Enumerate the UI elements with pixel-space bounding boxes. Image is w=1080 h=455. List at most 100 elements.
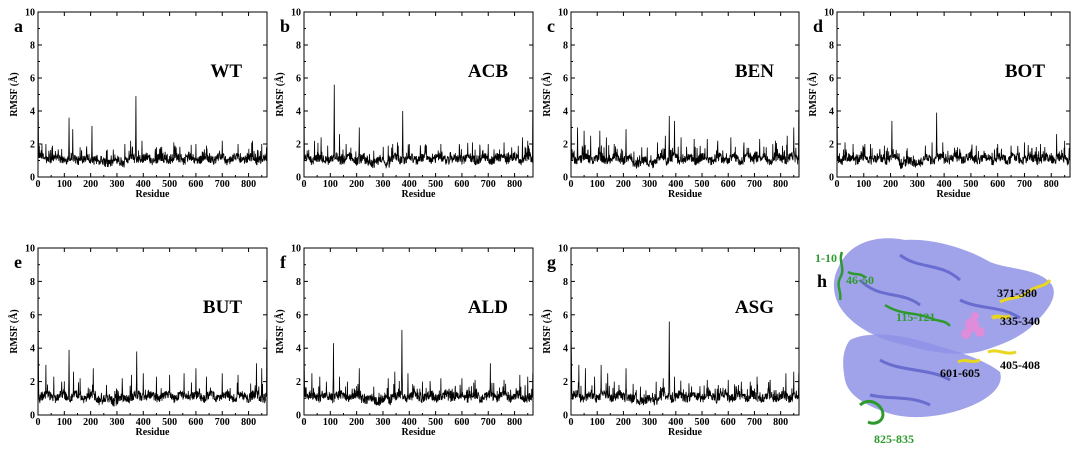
- x-tick-label: 300: [109, 417, 124, 428]
- y-tick-label: 6: [296, 74, 301, 85]
- x-tick-label: 300: [109, 179, 124, 190]
- x-tick-label: 800: [1044, 179, 1059, 190]
- x-tick-label: 800: [507, 417, 522, 428]
- plot-frame: [37, 247, 268, 416]
- x-tick-label: 600: [454, 417, 469, 428]
- y-tick-label: 4: [829, 107, 834, 118]
- x-tick-label: 600: [721, 417, 736, 428]
- yellow-loop-335-340: [990, 314, 1012, 320]
- y-axis-label: RMSF (Å): [274, 72, 286, 116]
- x-tick-label: 600: [721, 179, 736, 190]
- y-tick-label: 2: [829, 140, 834, 151]
- y-tick-label: 6: [30, 74, 35, 85]
- x-tick-label: 700: [747, 179, 762, 190]
- x-tick-label: 500: [428, 179, 443, 190]
- y-axis-label: RMSF (Å): [807, 72, 819, 116]
- y-tick-label: 8: [30, 41, 35, 52]
- y-tick-label: 0: [296, 173, 301, 184]
- x-tick-label: 200: [616, 417, 631, 428]
- x-tick-label: 200: [349, 179, 364, 190]
- panel-letter: a: [14, 16, 23, 36]
- x-tick-label: 600: [990, 179, 1005, 190]
- x-tick-label: 300: [375, 417, 390, 428]
- structure-label: 46-50: [846, 273, 874, 287]
- panel-letter: d: [813, 16, 823, 36]
- x-tick-label: 700: [215, 179, 230, 190]
- y-tick-label: 2: [30, 140, 35, 151]
- x-axis-label: Residue: [402, 427, 436, 438]
- y-tick-label: 10: [291, 8, 301, 19]
- x-axis-label: Residue: [136, 427, 170, 438]
- system-label: ASG: [735, 297, 774, 318]
- structure-label: 371-380: [997, 286, 1037, 300]
- structure-label: 601-605: [940, 366, 980, 380]
- y-tick-label: 10: [558, 244, 568, 255]
- rmsf-series-line: [571, 256, 799, 406]
- rmsf-panel-a: 0 100 200 300 400 500 600 700 800 0 2 4 6 8 10 Residue R…: [8, 8, 268, 200]
- rmsf-series-line: [304, 77, 533, 169]
- y-tick-label: 8: [563, 277, 568, 288]
- structure-label: 335-340: [1000, 314, 1040, 328]
- x-tick-label: 500: [162, 179, 177, 190]
- y-tick-label: 8: [829, 41, 834, 52]
- x-tick-label: 800: [507, 179, 522, 190]
- yellow-loop-601-605: [957, 358, 981, 364]
- y-tick-label: 10: [25, 244, 35, 255]
- y-tick-label: 4: [296, 344, 301, 355]
- y-axis-label: RMSF (Å): [8, 72, 20, 116]
- x-tick-label: 200: [616, 179, 631, 190]
- ligand: [961, 312, 985, 339]
- x-tick-label: 400: [402, 179, 417, 190]
- x-tick-label: 200: [83, 179, 98, 190]
- y-tick-label: 6: [296, 310, 301, 321]
- x-tick-label: 100: [323, 179, 338, 190]
- y-tick-label: 0: [296, 411, 301, 422]
- x-tick-label: 0: [302, 179, 307, 190]
- y-tick-label: 6: [829, 74, 834, 85]
- x-tick-label: 100: [57, 179, 72, 190]
- system-label: ALD: [468, 297, 508, 318]
- panel-letter: e: [14, 252, 22, 272]
- protein-structure-image: [833, 238, 1054, 425]
- x-tick-label: 700: [1017, 179, 1032, 190]
- rmsf-panel-g: 0 100 200 300 400 500 600 700 800 0 2 4 6 8 10 Residue R…: [541, 244, 800, 438]
- y-axis-label: RMSF (Å): [274, 309, 286, 353]
- x-tick-label: 0: [569, 417, 574, 428]
- panel-letter: b: [280, 16, 290, 36]
- protein-domain-top: [833, 238, 1054, 354]
- x-tick-label: 300: [910, 179, 925, 190]
- y-tick-label: 4: [30, 344, 35, 355]
- y-tick-label: 6: [563, 310, 568, 321]
- x-tick-label: 100: [856, 179, 871, 190]
- y-axis-label: RMSF (Å): [8, 309, 20, 353]
- x-tick-label: 400: [668, 179, 683, 190]
- rmsf-panel-f: 0 100 200 300 400 500 600 700 800 0 2 4 6 8 10 Residue R…: [274, 244, 534, 438]
- y-tick-label: 10: [291, 244, 301, 255]
- x-tick-label: 0: [36, 417, 41, 428]
- x-tick-label: 500: [428, 417, 443, 428]
- x-axis-label: Residue: [668, 189, 702, 200]
- panel-letter: g: [547, 252, 556, 272]
- system-label: ACB: [468, 61, 508, 82]
- x-tick-label: 100: [590, 179, 605, 190]
- yellow-loop-405-408: [987, 349, 1017, 355]
- rmsf-panel-c: 0 100 200 300 400 500 600 700 800 0 2 4 6 8 10 Residue R…: [541, 8, 800, 200]
- y-tick-label: 4: [30, 107, 35, 118]
- protein-strands: [858, 253, 1021, 407]
- y-tick-label: 8: [30, 277, 35, 288]
- y-tick-label: 6: [30, 310, 35, 321]
- plot-frame: [570, 247, 800, 416]
- y-tick-label: 0: [563, 411, 568, 422]
- y-tick-label: 6: [563, 74, 568, 85]
- x-tick-label: 700: [215, 417, 230, 428]
- system-label: BEN: [735, 61, 774, 82]
- y-tick-label: 2: [30, 377, 35, 388]
- rmsf-series-line: [837, 20, 1070, 170]
- y-tick-label: 10: [824, 8, 834, 19]
- x-tick-label: 0: [569, 179, 574, 190]
- green-loop-1-10: [837, 251, 844, 301]
- structure-label: 115-121: [896, 310, 935, 324]
- plot-frame: [303, 247, 534, 416]
- y-tick-label: 2: [563, 377, 568, 388]
